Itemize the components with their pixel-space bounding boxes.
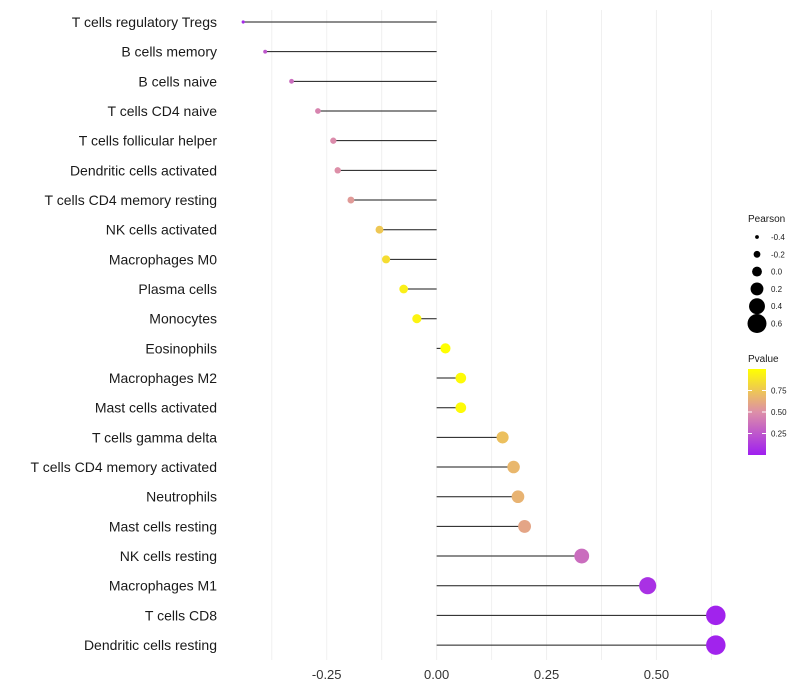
legend-size-dot [750,282,764,296]
data-point [706,635,726,655]
legend-size-label: 0.2 [771,285,783,294]
data-point [399,284,409,294]
category-label: T cells follicular helper [79,133,218,149]
x-tick-label: 0.50 [644,667,669,682]
chart-gridlines [271,10,712,660]
data-point [382,255,391,264]
chart-points [241,20,726,655]
legend-size-dot [749,298,765,315]
legend-size-label: -0.4 [771,233,785,242]
category-label: Macrophages M0 [109,251,217,267]
data-point [440,343,451,354]
data-point [639,577,657,595]
x-axis-ticks: -0.25 0.00 0.25 0.50 [312,667,669,682]
category-label: T cells CD4 memory activated [31,459,217,475]
category-label: T cells CD8 [145,607,217,623]
category-label: Eosinophils [145,340,217,356]
category-label: T cells CD4 naive [108,103,218,119]
legend-size-dot [752,266,762,277]
x-tick-label: 0.25 [534,667,559,682]
data-point [315,108,321,114]
legend-color-label: 0.75 [771,387,787,396]
category-labels: T cells regulatory Tregs B cells memory B … [31,14,218,653]
data-point [334,167,341,174]
legend-size-label: 0.4 [771,302,783,311]
data-point [347,196,355,204]
data-point [455,402,467,414]
legend-size-dot [747,314,767,333]
x-tick-label: 0.00 [424,667,449,682]
category-label: NK cells resting [120,548,217,564]
data-point [496,431,509,444]
category-label: Monocytes [149,311,217,327]
chart-stems [243,21,716,646]
category-label: Mast cells resting [109,518,217,534]
category-label: B cells memory [121,44,217,60]
category-label: Dendritic cells resting [84,637,217,653]
data-point [412,314,422,324]
category-label: Mast cells activated [95,400,217,416]
data-point [330,137,337,144]
category-label: Neutrophils [146,489,217,505]
category-label: Macrophages M2 [109,370,217,386]
category-label: Dendritic cells activated [70,162,217,178]
legend-size-dot [753,250,761,258]
legend-colorbar [748,369,766,455]
data-point [706,605,726,626]
legend-pearson: Pearson -0.4 -0.2 0.0 0.2 0.4 0.6 [747,214,785,333]
category-label: T cells regulatory Tregs [72,14,217,30]
legend-pvalue-title: Pvalue [748,354,779,365]
x-tick-label: -0.25 [312,667,342,682]
category-label: Plasma cells [138,281,217,297]
category-label: NK cells activated [106,222,217,238]
data-point [455,372,467,384]
legend-size-label: 0.0 [771,268,783,277]
legend-size-label: 0.6 [771,320,783,329]
legend-pearson-title: Pearson [748,214,785,225]
data-point [511,490,525,504]
data-point [574,548,590,564]
category-label: T cells CD4 memory resting [45,192,217,208]
data-point [375,225,384,234]
data-point [507,460,520,474]
data-point [241,20,245,24]
legend-color-label: 0.50 [771,408,787,417]
data-point [289,78,294,84]
legend: Pearson -0.4 -0.2 0.0 0.2 0.4 0.6 Pvalue 0.75… [747,214,787,455]
data-point [263,49,268,54]
legend-color-label: 0.25 [771,430,787,439]
category-label: Macrophages M1 [109,578,217,594]
legend-pvalue: Pvalue 0.75 0.50 0.25 [748,354,787,455]
category-label: B cells naive [138,73,217,89]
legend-size-dot [755,235,759,239]
legend-size-label: -0.2 [771,250,785,259]
data-point [518,519,532,533]
category-label: T cells gamma delta [92,429,217,445]
